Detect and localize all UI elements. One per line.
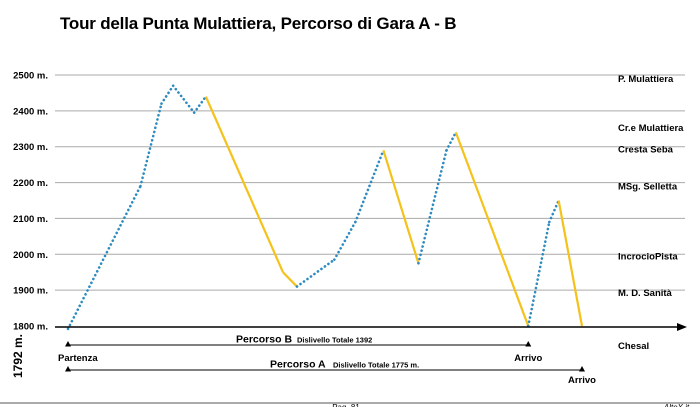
descent-segment xyxy=(382,149,420,264)
y-tick-label: 2100 m. xyxy=(13,214,48,225)
route-name: Percorso A xyxy=(270,359,326,371)
route-dislivello: Dislivello Totale 1392 xyxy=(297,336,372,345)
ascent-segment xyxy=(547,199,560,224)
descent-segment xyxy=(454,131,530,327)
ascent-segment xyxy=(192,95,208,114)
route-end-label: Arrivo xyxy=(568,375,596,386)
profile-series xyxy=(66,84,584,331)
y-tick-label: 1900 m. xyxy=(13,286,48,297)
place-label: Cresta Seba xyxy=(618,145,674,156)
route-dislivello: Dislivello Totale 1775 m. xyxy=(333,361,419,370)
ascent-segment xyxy=(417,149,448,265)
y-tick-label: 2400 m. xyxy=(13,106,48,117)
place-label: MSg. Selletta xyxy=(618,182,678,193)
place-label: Cr.e Mulattiera xyxy=(618,123,684,134)
ascent-segment xyxy=(295,258,336,288)
ascent-segment xyxy=(66,184,142,331)
ascent-segment xyxy=(139,102,163,188)
y-tick-label: 2000 m. xyxy=(13,250,48,261)
ascent-segment xyxy=(160,84,175,105)
place-labels: P. Mulattiera Cr.e Mulattiera Cresta Seba M… xyxy=(618,74,684,352)
y-tick-label: 2300 m. xyxy=(13,142,48,153)
ascent-segment xyxy=(333,220,357,261)
place-label: P. Mulattiera xyxy=(618,74,674,85)
route-start-label: Partenza xyxy=(58,353,98,364)
route-end-label: Arrivo xyxy=(514,353,542,364)
y-tick-label: 2500 m. xyxy=(13,71,48,82)
place-label: Chesal xyxy=(618,341,649,352)
place-label: IncrocioPista xyxy=(618,252,678,263)
y-tick-label: 1800 m. xyxy=(13,322,48,333)
route-annotations: Percorso B Dislivello Totale 1392 Partenza… xyxy=(58,334,596,387)
y-tick-labels: 2500 m. 2400 m. 2300 m. 2200 m. 2100 m. 2000 … xyxy=(11,71,48,379)
x-axis-arrow xyxy=(677,323,687,331)
route-end-marker xyxy=(579,366,585,372)
descent-segment xyxy=(282,271,298,288)
place-label: M. D. Sanità xyxy=(618,288,673,299)
route-name: Percorso B xyxy=(236,334,292,346)
ascent-segment xyxy=(171,84,196,114)
footer: Pag. 81 - AltoX.it - xyxy=(0,402,700,407)
chart-title: Tour della Punta Mulattiera, Percorso di… xyxy=(60,14,457,33)
route-start-marker xyxy=(65,341,71,347)
descent-segment xyxy=(204,96,284,273)
footer-author: - AltoX.it - xyxy=(659,403,694,407)
y-tick-label: 2200 m. xyxy=(13,178,48,189)
ascent-segment xyxy=(526,220,551,328)
descent-segment xyxy=(557,200,584,327)
start-altitude-label: 1792 m. xyxy=(11,334,25,378)
route-end-marker xyxy=(525,341,532,347)
x-axis xyxy=(55,323,687,331)
footer-page: Pag. 81 xyxy=(332,403,360,407)
ascent-segment xyxy=(445,131,458,152)
route-start-marker xyxy=(65,366,71,372)
ascent-segment xyxy=(354,149,385,224)
